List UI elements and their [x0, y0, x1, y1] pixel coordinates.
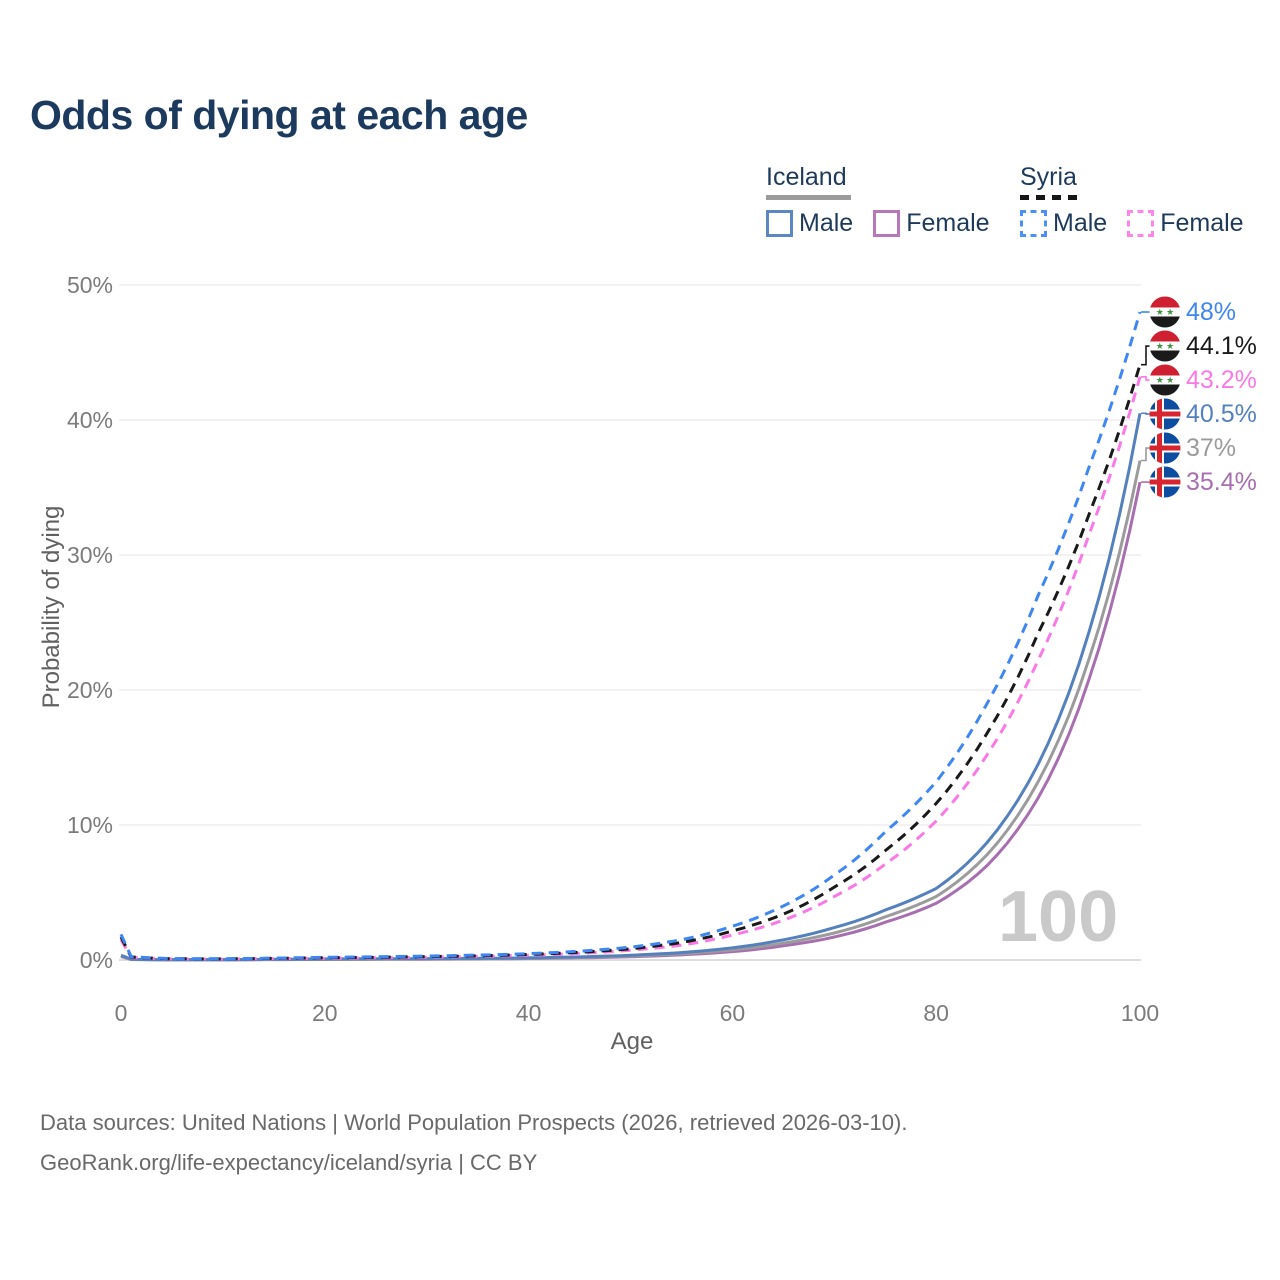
- legend-items-iceland: Male Female: [766, 209, 990, 238]
- legend-group-syria: Syria Male Female: [1020, 163, 1244, 238]
- legend-item-syria-male[interactable]: Male: [1020, 209, 1107, 238]
- line-iceland-male[interactable]: [120, 413, 1142, 962]
- svg-text:★: ★: [1156, 375, 1164, 385]
- y-tick-label: 20%: [66, 677, 113, 703]
- end-value-label: 44.1%: [1186, 331, 1257, 360]
- x-tick-label: 100: [1120, 1000, 1160, 1026]
- y-tick-label: 10%: [66, 812, 113, 838]
- end-value-label: 35.4%: [1186, 467, 1257, 496]
- svg-text:★: ★: [1166, 375, 1174, 385]
- series-end-label-syria-male: ★ ★ 48%: [1149, 296, 1236, 328]
- syria-flag-icon: ★ ★: [1149, 330, 1181, 362]
- line-syria-both[interactable]: [119, 364, 1142, 961]
- series-end-label-iceland-male: 40.5%: [1149, 398, 1257, 430]
- legend-checkbox-iceland-male[interactable]: [766, 210, 793, 237]
- end-value-label: 48%: [1186, 297, 1237, 326]
- x-tick-label: 80: [923, 1000, 949, 1026]
- legend-checkbox-syria-female[interactable]: [1127, 210, 1155, 237]
- footer-source-url[interactable]: GeoRank.org/life-expectancy/iceland/syri…: [40, 1150, 538, 1175]
- legend-item-iceland-male[interactable]: Male: [766, 209, 853, 238]
- line-syria-female[interactable]: [119, 376, 1142, 961]
- x-axis-title: Age: [610, 1028, 654, 1055]
- legend-country-iceland[interactable]: Iceland: [766, 163, 990, 200]
- legend-group-iceland: Iceland Male Female: [766, 163, 990, 238]
- svg-text:★: ★: [1166, 341, 1174, 351]
- legend-item-iceland-female[interactable]: Female: [873, 209, 990, 238]
- series-end-label-syria-both: ★ ★ 44.1%: [1149, 330, 1257, 362]
- line-syria-male[interactable]: [119, 311, 1142, 961]
- legend-item-syria-female[interactable]: Female: [1127, 209, 1244, 238]
- series-end-label-iceland-female: 35.4%: [1149, 466, 1257, 498]
- syria-flag-icon: ★ ★: [1149, 296, 1181, 328]
- line-iceland-female[interactable]: [120, 481, 1142, 962]
- end-value-label: 37%: [1186, 433, 1237, 462]
- end-value-label: 40.5%: [1186, 399, 1257, 428]
- svg-text:★: ★: [1166, 307, 1174, 317]
- legend-item-label-iceland-male: Male: [799, 209, 854, 237]
- y-tick-label: 30%: [66, 542, 113, 568]
- legend-checkbox-syria-male[interactable]: [1020, 210, 1047, 237]
- svg-text:★: ★: [1156, 341, 1164, 351]
- iceland-flag-icon: [1149, 432, 1181, 464]
- legend-country-syria[interactable]: Syria: [1020, 163, 1244, 200]
- footer-data-sources: Data sources: United Nations | World Pop…: [40, 1110, 908, 1135]
- y-tick-label: 0%: [79, 947, 113, 973]
- legend-item-label-syria-male: Male: [1053, 209, 1108, 237]
- legend-item-label-iceland-female: Female: [906, 209, 990, 237]
- legend-item-label-syria-female: Female: [1160, 209, 1244, 237]
- y-tick-label: 50%: [66, 272, 113, 298]
- x-tick-label: 40: [515, 1000, 542, 1026]
- series-end-label-syria-female: ★ ★ 43.2%: [1149, 364, 1257, 396]
- x-tick-label: 60: [719, 1000, 746, 1026]
- chart-title: Odds of dying at each age: [30, 92, 528, 138]
- legend-country-label-iceland: Iceland: [766, 163, 847, 191]
- svg-text:★: ★: [1156, 307, 1164, 317]
- iceland-flag-icon: [1149, 398, 1181, 430]
- legend-underline-iceland: [766, 195, 851, 200]
- age-watermark: 100: [998, 877, 1119, 957]
- syria-flag-icon: ★ ★: [1149, 364, 1181, 396]
- legend-items-syria: Male Female: [1020, 209, 1244, 238]
- legend-country-label-syria: Syria: [1020, 163, 1077, 191]
- x-tick-label: 20: [312, 1000, 338, 1026]
- end-value-label: 43.2%: [1186, 365, 1257, 394]
- legend-checkbox-iceland-female[interactable]: [873, 210, 901, 237]
- y-tick-label: 40%: [66, 407, 113, 433]
- iceland-flag-icon: [1149, 466, 1181, 498]
- x-tick-label: 0: [114, 1000, 128, 1026]
- legend-underline-syria: [1020, 195, 1077, 200]
- line-iceland-both[interactable]: [120, 460, 1142, 962]
- series-end-label-iceland-both: 37%: [1149, 432, 1236, 464]
